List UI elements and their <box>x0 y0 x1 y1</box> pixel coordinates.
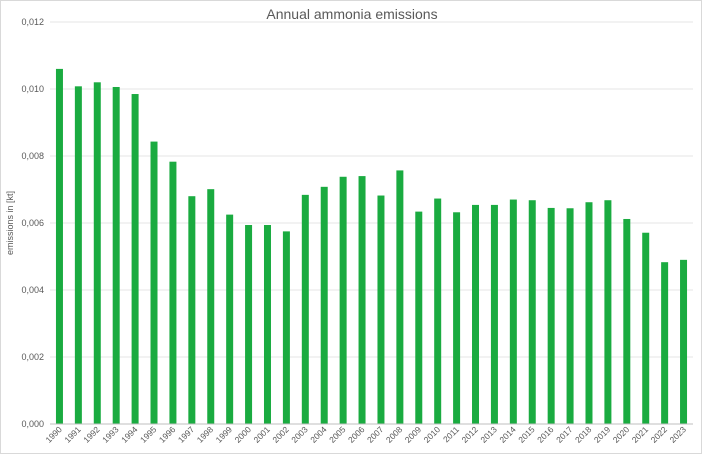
bar-2002 <box>282 231 290 424</box>
x-tick-label: 1993 <box>100 424 121 445</box>
bar-2022 <box>661 262 669 424</box>
bar-2015 <box>528 200 536 424</box>
bar-2018 <box>585 202 593 424</box>
x-tick-label: 2016 <box>535 424 556 445</box>
bar-1997 <box>188 196 196 424</box>
x-tick-label: 1995 <box>138 424 159 445</box>
y-tick-label: 0,010 <box>21 84 44 94</box>
x-tick-label: 2000 <box>233 424 254 445</box>
bar-1998 <box>207 189 215 424</box>
x-tick-label: 2018 <box>573 424 594 445</box>
x-tick-label: 2013 <box>478 424 499 445</box>
bar-1999 <box>226 214 234 424</box>
bar-2021 <box>642 232 650 424</box>
bar-2009 <box>415 211 423 424</box>
bar-1992 <box>93 82 101 425</box>
x-tick-label: 2015 <box>516 424 537 445</box>
bar-2020 <box>623 218 631 424</box>
bar-2003 <box>301 194 309 424</box>
bar-2012 <box>472 204 480 424</box>
bar-2000 <box>245 225 253 424</box>
x-tick-label: 2002 <box>270 424 291 445</box>
x-tick-label: 2020 <box>611 424 632 445</box>
y-tick-label: 0,008 <box>21 151 44 161</box>
x-axis-ticks: 1990199119921993199419951996199719981999… <box>43 424 688 445</box>
x-tick-label: 2019 <box>592 424 613 445</box>
bar-2014 <box>509 199 517 424</box>
gridlines <box>50 21 693 358</box>
x-tick-label: 2014 <box>497 424 518 445</box>
x-tick-label: 1999 <box>214 424 235 445</box>
bar-2016 <box>547 207 555 424</box>
x-tick-label: 1997 <box>176 424 197 445</box>
bar-2008 <box>396 170 404 424</box>
bar-1990 <box>55 68 63 425</box>
x-tick-label: 2001 <box>251 424 272 445</box>
chart-title: Annual ammonia emissions <box>266 6 437 22</box>
x-tick-label: 1996 <box>157 424 178 445</box>
x-tick-label: 2021 <box>630 424 651 445</box>
x-tick-label: 2012 <box>459 424 480 445</box>
x-tick-label: 2006 <box>346 424 367 445</box>
x-tick-label: 2017 <box>554 424 575 445</box>
x-tick-label: 2008 <box>384 424 405 445</box>
bar-2001 <box>263 225 271 424</box>
x-tick-label: 2011 <box>441 424 461 444</box>
x-tick-label: 1998 <box>195 424 216 445</box>
bar-2005 <box>339 176 347 424</box>
y-tick-label: 0,000 <box>21 419 44 429</box>
bar-2023 <box>680 259 688 424</box>
bars <box>55 68 688 425</box>
x-tick-label: 1990 <box>43 424 64 445</box>
bar-2007 <box>377 195 385 424</box>
bar-2019 <box>604 200 612 424</box>
bar-1993 <box>112 86 120 425</box>
x-tick-label: 2003 <box>289 424 310 445</box>
bar-2004 <box>320 186 328 424</box>
bar-2017 <box>566 208 574 424</box>
y-axis-ticks: 0,000 0,002 0,004 0,006 0,008 0,010 0,012 <box>21 17 44 429</box>
x-tick-label: 1992 <box>81 424 102 445</box>
bar-2006 <box>358 176 366 424</box>
y-tick-label: 0,012 <box>21 17 44 27</box>
bar-1994 <box>131 94 139 424</box>
bar-2011 <box>453 212 461 424</box>
x-tick-label: 2005 <box>327 424 348 445</box>
bar-1991 <box>74 86 82 424</box>
x-tick-label: 2010 <box>422 424 443 445</box>
y-tick-label: 0,006 <box>21 218 44 228</box>
x-tick-label: 2007 <box>365 424 386 445</box>
bar-1995 <box>150 141 158 424</box>
bar-2010 <box>434 198 442 424</box>
y-tick-label: 0,002 <box>21 352 44 362</box>
x-tick-label: 2004 <box>308 424 329 445</box>
y-axis-label: emissions in [kt] <box>5 191 15 255</box>
x-tick-label: 2023 <box>668 424 689 445</box>
x-tick-label: 2009 <box>403 424 424 445</box>
bar-1996 <box>169 161 177 424</box>
x-tick-label: 1991 <box>62 424 83 445</box>
y-tick-label: 0,004 <box>21 285 44 295</box>
x-tick-label: 1994 <box>119 424 140 445</box>
x-tick-label: 2022 <box>649 424 670 445</box>
bar-2013 <box>490 204 498 424</box>
